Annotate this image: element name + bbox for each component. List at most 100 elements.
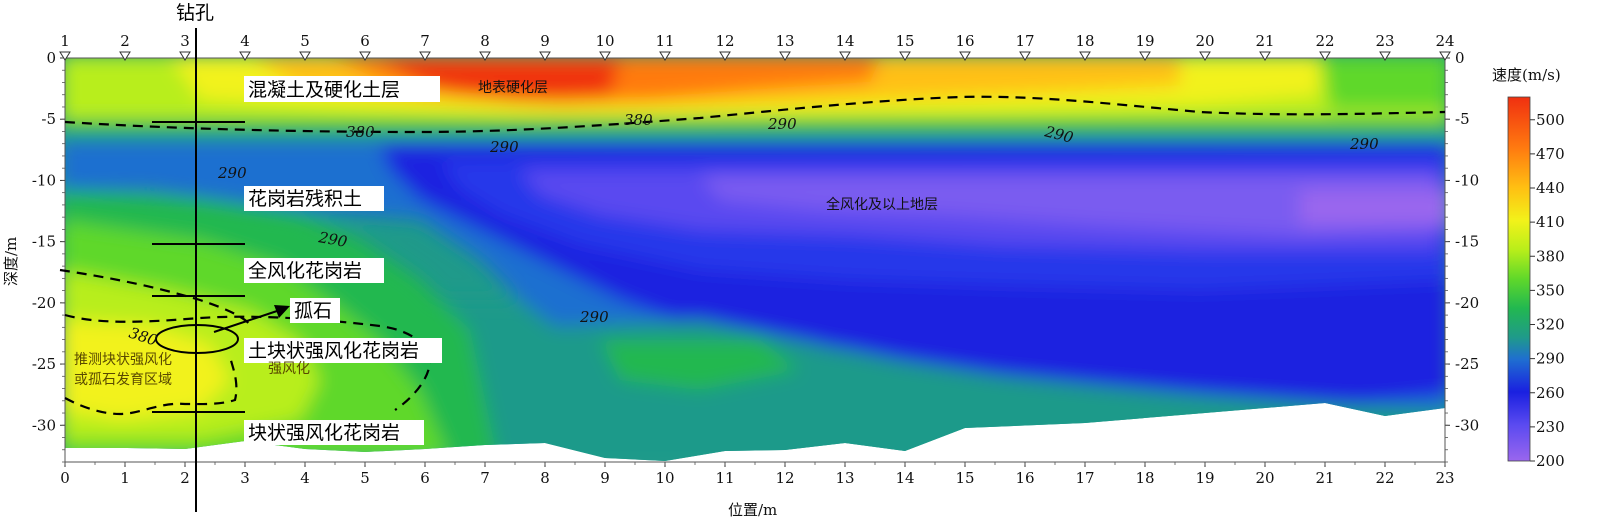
station-marker-23	[1379, 51, 1391, 61]
colorbar-tick-label-7: 290	[1536, 350, 1565, 368]
colorbar-title: 速度(m/s)	[1492, 66, 1561, 84]
station-marker-6	[359, 51, 371, 61]
layer1-label: 混凝土及硬化土层	[248, 79, 400, 101]
station-label-6: 6	[360, 32, 370, 50]
y-right-tick-label-4: -20	[1455, 294, 1479, 312]
x-tick-label-8: 8	[540, 469, 550, 487]
station-marker-4	[239, 51, 251, 61]
station-label-11: 11	[655, 32, 674, 50]
x-tick-label-0: 0	[60, 469, 70, 487]
station-marker-18	[1079, 51, 1091, 61]
inferred-label-1: 推测块状强风化	[74, 352, 172, 368]
contour-label-290-g: 290	[579, 308, 609, 326]
station-marker-7	[419, 51, 431, 61]
colorbar-tick-label-8: 260	[1536, 384, 1565, 402]
station-label-12: 12	[715, 32, 734, 50]
x-tick-label-11: 11	[715, 469, 734, 487]
layer4-label: 土块状强风化花岗岩	[248, 340, 419, 362]
station-marker-3	[179, 51, 191, 61]
station-marker-9	[539, 51, 551, 61]
station-marker-19	[1139, 51, 1151, 61]
layer5-label: 块状强风化花岗岩	[248, 422, 400, 444]
station-label-19: 19	[1135, 32, 1154, 50]
layer-boundaries	[152, 121, 245, 413]
y-right-tick-label-6: -30	[1455, 416, 1479, 434]
colorbar-tick-label-0: 500	[1536, 111, 1565, 129]
station-label-21: 21	[1255, 32, 1274, 50]
x-tick-label-4: 4	[300, 469, 310, 487]
x-tick-label-7: 7	[480, 469, 490, 487]
station-label-14: 14	[835, 32, 854, 50]
y-tick-label-1: -5	[41, 110, 56, 128]
x-tick-label-6: 6	[420, 469, 430, 487]
station-label-10: 10	[595, 32, 614, 50]
contour-label-290-b: 290	[767, 115, 797, 133]
annotations: 混凝土及硬化土层 花岗岩残积土 全风化花岗岩 孤石 土块状强风化花岗岩 块状强风…	[74, 76, 1379, 445]
station-label-2: 2	[120, 32, 130, 50]
y-tick-label-0: 0	[46, 49, 56, 67]
x-tick-label-20: 20	[1255, 469, 1274, 487]
contour-label-290-e: 290	[217, 164, 247, 182]
x-tick-label-12: 12	[775, 469, 794, 487]
station-marker-20	[1199, 51, 1211, 61]
station-label-1: 1	[60, 32, 70, 50]
x-tick-label-16: 16	[1015, 469, 1034, 487]
x-tick-label-9: 9	[600, 469, 610, 487]
station-marker-17	[1019, 51, 1031, 61]
velocity-field	[65, 58, 1445, 461]
x-axis: 0 1 2 3 4 5 6 7 8 9 10 11 12 13 14 15 16 17 18 19 20 21 22 23	[60, 462, 1455, 487]
colorbar-tick-label-9: 230	[1536, 418, 1565, 436]
boulder-label: 孤石	[294, 300, 332, 322]
station-marker-5	[299, 51, 311, 61]
x-tick-label-15: 15	[955, 469, 974, 487]
colorbar-tick-label-6: 320	[1536, 316, 1565, 334]
contour-380-left-lower	[64, 354, 238, 416]
station-label-15: 15	[895, 32, 914, 50]
station-marker-15	[899, 51, 911, 61]
y-axis-left: 0 -5 -10 -15 -20 -25 -30	[32, 49, 65, 463]
contour-label-290-d: 290	[1349, 135, 1379, 153]
station-markers: 1 2 3 4 5 6 7 8 9 10 11 12 13 14 15 16 17 18 19 20 21 22 23 24	[59, 32, 1455, 61]
y-right-tick-label-3: -15	[1455, 233, 1479, 251]
station-label-7: 7	[420, 32, 430, 50]
x-axis-title: 位置/m	[728, 501, 777, 519]
colorbar-tick-label-10: 200	[1536, 452, 1565, 470]
station-marker-2	[119, 51, 131, 61]
x-tick-label-1: 1	[120, 469, 130, 487]
station-label-23: 23	[1375, 32, 1394, 50]
station-label-9: 9	[540, 32, 550, 50]
y-tick-label-5: -25	[32, 355, 56, 373]
x-tick-label-22: 22	[1375, 469, 1394, 487]
contour-label-290-a: 290	[489, 138, 519, 156]
y-right-tick-label-1: -5	[1455, 110, 1470, 128]
y-axis-title: 深度/m	[2, 237, 20, 286]
station-marker-14	[839, 51, 851, 61]
contour-label-290-f: 290	[316, 228, 349, 251]
contour-label-380-a: 380	[346, 123, 375, 141]
station-marker-1	[59, 51, 71, 61]
y-right-tick-label-5: -25	[1455, 355, 1479, 373]
contour-380-left-middle	[64, 313, 432, 411]
station-label-22: 22	[1315, 32, 1334, 50]
station-marker-11	[659, 51, 671, 61]
station-label-8: 8	[480, 32, 490, 50]
y-axis-right: 0 -5 -10 -15 -20 -25 -30	[1445, 49, 1479, 463]
contour-lines	[59, 95, 1446, 416]
x-tick-label-10: 10	[655, 469, 674, 487]
x-tick-label-14: 14	[895, 469, 914, 487]
station-label-20: 20	[1195, 32, 1214, 50]
boulder-ellipse	[155, 324, 239, 354]
station-label-17: 17	[1015, 32, 1034, 50]
x-tick-label-23: 23	[1435, 469, 1454, 487]
x-tick-label-2: 2	[180, 469, 190, 487]
contour-label-380-b: 380	[624, 111, 653, 129]
boulder-arrow	[213, 305, 290, 333]
station-marker-8	[479, 51, 491, 61]
y-tick-label-3: -15	[32, 233, 56, 251]
x-tick-label-17: 17	[1075, 469, 1094, 487]
surface-hard-label: 地表硬化层	[478, 80, 548, 96]
station-label-24: 24	[1435, 32, 1454, 50]
x-tick-label-5: 5	[360, 469, 370, 487]
colorbar-tick-label-1: 470	[1536, 145, 1565, 163]
strong-weathered-label: 强风化	[268, 361, 310, 377]
